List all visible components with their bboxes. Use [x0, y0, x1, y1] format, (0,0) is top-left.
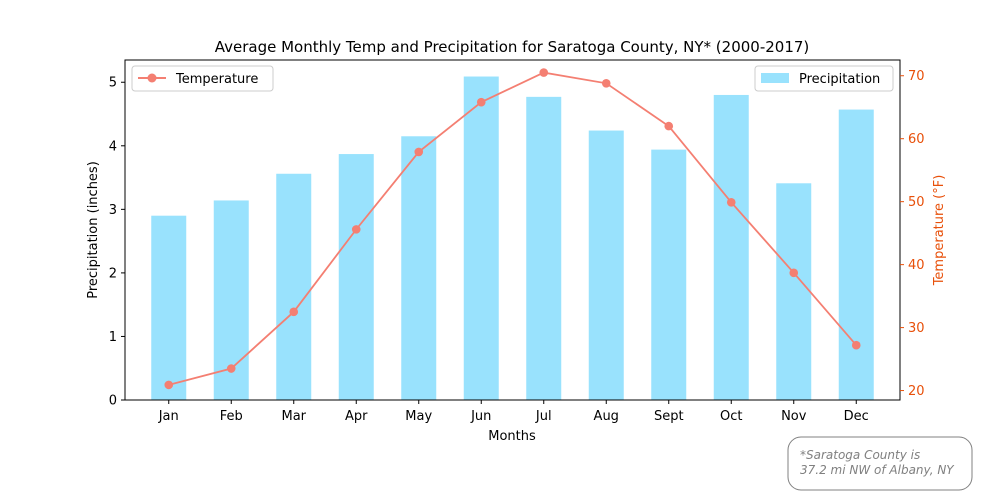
- x-axis-title: Months: [488, 429, 536, 444]
- right-tick-label: 30: [908, 321, 925, 336]
- precipitation-bar-nov: [776, 183, 812, 400]
- legend-precipitation-frame: [754, 65, 894, 92]
- temperature-point-dec: [851, 340, 861, 350]
- x-axis: Jan Feb Mar Apr May Jun Jul Aug Sept Oct Nov Dec: [158, 400, 869, 424]
- temperature-point-apr: [351, 225, 361, 234]
- precipitation-bar-jan: [151, 215, 187, 400]
- left-tick-label: 0: [109, 394, 117, 409]
- temperature-point-aug: [601, 78, 611, 88]
- temperature-point-feb: [226, 364, 236, 373]
- right-tick-label: 20: [908, 384, 925, 399]
- legend-precipitation-label: Precipitation: [799, 72, 880, 87]
- precipitation-bar-sept: [651, 149, 687, 400]
- temperature-point-nov: [789, 268, 799, 278]
- left-tick-label: 5: [109, 76, 117, 91]
- temperature-point-oct: [726, 197, 736, 207]
- x-tick-label-apr: Apr: [345, 409, 368, 424]
- temperature-point-jan: [164, 380, 174, 390]
- x-tick-label-mar: Mar: [281, 409, 306, 424]
- footnote-box: [787, 436, 973, 491]
- temperature-point-mar: [289, 307, 299, 317]
- legend-precipitation-swatch: [761, 73, 789, 83]
- right-tick-label: 50: [908, 195, 925, 210]
- legend-temperature-label: Temperature: [175, 72, 258, 87]
- x-tick-label-dec: Dec: [844, 409, 869, 424]
- x-tick-label-aug: Aug: [594, 409, 619, 424]
- left-tick-label: 1: [109, 330, 117, 345]
- x-tick-label-may: May: [405, 409, 432, 424]
- footnote-line-2: 37.2 mi NW of Albany, NY: [800, 463, 955, 477]
- temperature-point-may: [414, 147, 424, 157]
- x-tick-label-nov: Nov: [781, 409, 807, 424]
- legend-temperature-swatch-marker: [147, 73, 157, 83]
- chart-title: Average Monthly Temp and Precipitation f…: [215, 38, 810, 56]
- right-tick-label: 60: [908, 132, 925, 147]
- x-tick-label-jul: Jul: [535, 409, 552, 424]
- right-axis-title: Temperature (°F): [932, 175, 947, 287]
- precipitation-bar-jun: [463, 76, 499, 400]
- temperature-point-jun: [476, 97, 486, 107]
- legend-temperature: Temperature: [131, 65, 274, 92]
- x-tick-label-sept: Sept: [654, 409, 684, 424]
- x-tick-label-jun: Jun: [470, 409, 491, 424]
- left-tick-label: 4: [109, 139, 117, 154]
- left-axis-title: Precipitation (inches): [86, 161, 101, 299]
- temperature-point-sept: [664, 121, 674, 131]
- x-tick-label-feb: Feb: [220, 409, 243, 424]
- footnote-line-1: *Saratoga County is: [800, 448, 920, 462]
- footnote: *Saratoga County is 37.2 mi NW of Albany…: [787, 436, 973, 491]
- temperature-point-jul: [539, 68, 549, 77]
- legend-precipitation: Precipitation: [754, 65, 894, 92]
- temperature-line-path: [168, 71, 857, 386]
- legend-temperature-frame: [131, 65, 274, 92]
- x-tick-label-jan: Jan: [158, 409, 179, 424]
- plot-frame: [124, 59, 901, 401]
- right-tick-label: 40: [908, 258, 925, 273]
- precipitation-bars: [151, 76, 874, 401]
- left-tick-label: 2: [109, 266, 117, 281]
- precipitation-bar-apr: [338, 154, 374, 400]
- right-tick-label: 70: [908, 69, 925, 84]
- precipitation-bar-oct: [713, 94, 749, 400]
- precipitation-bar-may: [401, 136, 437, 400]
- temperature-line: [164, 68, 861, 390]
- x-tick-label-oct: Oct: [720, 409, 742, 424]
- left-tick-label: 3: [109, 203, 117, 218]
- precipitation-bar-dec: [838, 109, 874, 400]
- left-axis: 0 1 2 3 4 5: [109, 76, 125, 409]
- precipitation-bar-mar: [276, 173, 312, 400]
- precipitation-bar-aug: [588, 130, 624, 400]
- precipitation-bar-jul: [526, 96, 562, 401]
- right-axis: 20 30 40 50 60 70: [900, 69, 925, 399]
